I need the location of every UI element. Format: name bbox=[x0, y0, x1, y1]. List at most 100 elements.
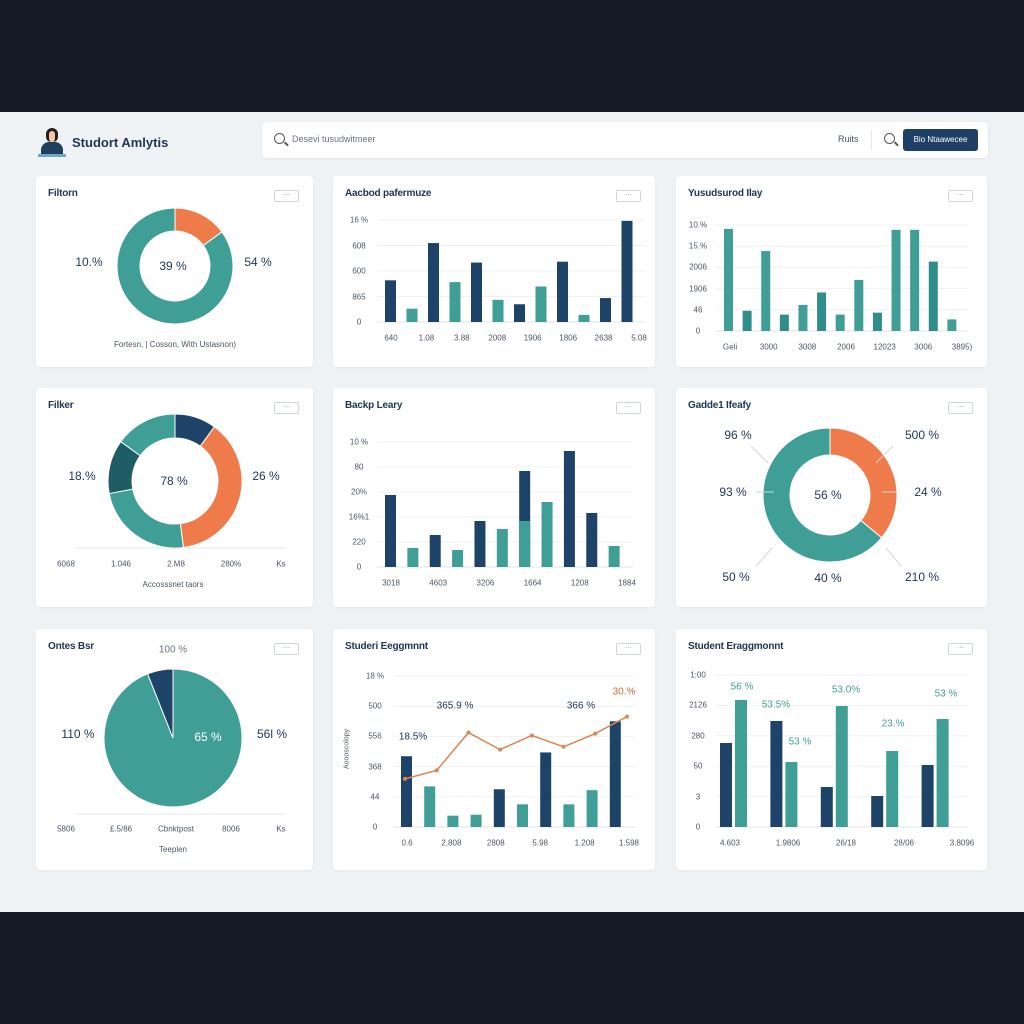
line-point[interactable] bbox=[466, 730, 471, 735]
search-bar[interactable]: Desevi tusudwitmeer Ruits Bio Ntaawecee bbox=[262, 122, 988, 158]
pie-slice[interactable] bbox=[762, 427, 883, 563]
bar[interactable] bbox=[720, 743, 732, 827]
bar[interactable] bbox=[928, 261, 938, 331]
line-point[interactable] bbox=[434, 768, 439, 773]
bar[interactable] bbox=[835, 314, 845, 331]
bar[interactable] bbox=[563, 451, 575, 567]
bar[interactable] bbox=[578, 314, 590, 322]
bar[interactable] bbox=[447, 815, 459, 827]
bar[interactable] bbox=[621, 220, 633, 322]
bar[interactable] bbox=[474, 521, 486, 567]
bar[interactable] bbox=[586, 790, 598, 827]
more-icon[interactable]: ⋯ bbox=[948, 190, 973, 202]
slice-label: 93 % bbox=[719, 485, 747, 499]
line-point[interactable] bbox=[529, 733, 534, 738]
bar[interactable] bbox=[871, 796, 884, 827]
bar[interactable] bbox=[385, 280, 396, 322]
bar[interactable] bbox=[406, 308, 418, 322]
slice-label: 54 % bbox=[244, 255, 272, 269]
more-icon[interactable]: ⋯ bbox=[616, 402, 641, 414]
x-tick: 4603 bbox=[429, 578, 448, 588]
slice-label: 24 % bbox=[914, 485, 942, 499]
more-icon[interactable]: ⋯ bbox=[616, 190, 641, 202]
bar[interactable] bbox=[429, 535, 441, 567]
bar[interactable] bbox=[452, 550, 464, 567]
search-input[interactable]: Desevi tusudwitmeer bbox=[292, 134, 376, 144]
pie-slice[interactable] bbox=[146, 668, 174, 739]
bar[interactable] bbox=[385, 495, 396, 567]
bar[interactable] bbox=[535, 286, 547, 322]
bar[interactable] bbox=[449, 282, 461, 322]
more-icon[interactable]: ⋯ bbox=[616, 643, 641, 655]
brand[interactable]: Studort Amlytis bbox=[38, 126, 168, 158]
more-icon[interactable]: ⋯ bbox=[948, 643, 973, 655]
bar-segment[interactable] bbox=[519, 521, 531, 567]
x-tick: 26/18 bbox=[835, 838, 857, 848]
bar[interactable] bbox=[424, 786, 436, 827]
bar[interactable] bbox=[407, 548, 419, 567]
bar[interactable] bbox=[586, 513, 598, 567]
pie-slice[interactable] bbox=[829, 427, 898, 539]
more-icon[interactable]: ⋯ bbox=[948, 402, 973, 414]
bar[interactable] bbox=[921, 765, 934, 827]
bar[interactable] bbox=[936, 719, 949, 827]
bar[interactable] bbox=[563, 804, 575, 827]
primary-button[interactable]: Bio Ntaawecee bbox=[903, 129, 978, 151]
chart-card: Yusudsurod Ilay ⋯ 0 46 1906 2006 15.% 10.% Geli 3… bbox=[676, 176, 987, 367]
bar[interactable] bbox=[496, 529, 508, 567]
more-icon[interactable]: ⋯ bbox=[274, 402, 299, 414]
bar[interactable] bbox=[872, 312, 882, 331]
bar[interactable] bbox=[735, 700, 747, 827]
bar[interactable] bbox=[401, 756, 412, 827]
bar[interactable] bbox=[742, 310, 752, 331]
pie-slice[interactable] bbox=[179, 426, 243, 549]
bar[interactable] bbox=[517, 804, 528, 827]
line-point[interactable] bbox=[561, 744, 566, 749]
bar[interactable] bbox=[541, 502, 553, 567]
bar[interactable] bbox=[820, 787, 833, 827]
bar[interactable] bbox=[428, 243, 439, 322]
bar[interactable] bbox=[609, 721, 621, 827]
divider bbox=[871, 130, 872, 150]
bar[interactable] bbox=[854, 279, 864, 331]
bar[interactable] bbox=[798, 304, 808, 331]
x-tick: 3895) bbox=[951, 342, 973, 352]
more-icon[interactable]: ⋯ bbox=[274, 643, 299, 655]
more-icon[interactable]: ⋯ bbox=[274, 190, 299, 202]
bar[interactable] bbox=[770, 721, 783, 827]
pie-slice[interactable] bbox=[108, 488, 184, 549]
bar[interactable] bbox=[514, 304, 525, 322]
pie-slice[interactable] bbox=[116, 207, 234, 325]
line-point[interactable] bbox=[498, 747, 503, 752]
slice-label: 56l % bbox=[256, 727, 288, 741]
search-icon[interactable] bbox=[884, 133, 895, 144]
bar[interactable] bbox=[761, 251, 771, 331]
y-tick: 0 bbox=[695, 326, 701, 336]
bar[interactable] bbox=[947, 319, 957, 331]
bar[interactable] bbox=[471, 262, 482, 322]
bar[interactable] bbox=[600, 298, 611, 322]
filter-link[interactable]: Ruits bbox=[838, 134, 859, 144]
bar[interactable] bbox=[540, 752, 552, 827]
bar[interactable] bbox=[493, 789, 505, 827]
bar[interactable] bbox=[519, 471, 531, 567]
x-tick: 2.808 bbox=[441, 838, 462, 848]
bar[interactable] bbox=[835, 706, 848, 827]
bar[interactable] bbox=[724, 228, 733, 331]
bar[interactable] bbox=[891, 229, 901, 331]
bar[interactable] bbox=[470, 814, 482, 827]
bar[interactable] bbox=[557, 261, 568, 322]
bar[interactable] bbox=[492, 299, 504, 322]
line-point[interactable] bbox=[625, 714, 629, 719]
annotation: 56 % bbox=[730, 681, 754, 693]
bar[interactable] bbox=[817, 292, 827, 331]
bar[interactable] bbox=[910, 229, 920, 331]
bar[interactable] bbox=[608, 546, 620, 567]
bar[interactable] bbox=[785, 762, 798, 827]
line-point[interactable] bbox=[593, 731, 598, 736]
line-point[interactable] bbox=[403, 776, 407, 781]
pie-slice[interactable] bbox=[120, 413, 176, 457]
bar[interactable] bbox=[779, 314, 789, 331]
bar[interactable] bbox=[886, 751, 899, 827]
y-tick: 10 % bbox=[349, 437, 369, 447]
